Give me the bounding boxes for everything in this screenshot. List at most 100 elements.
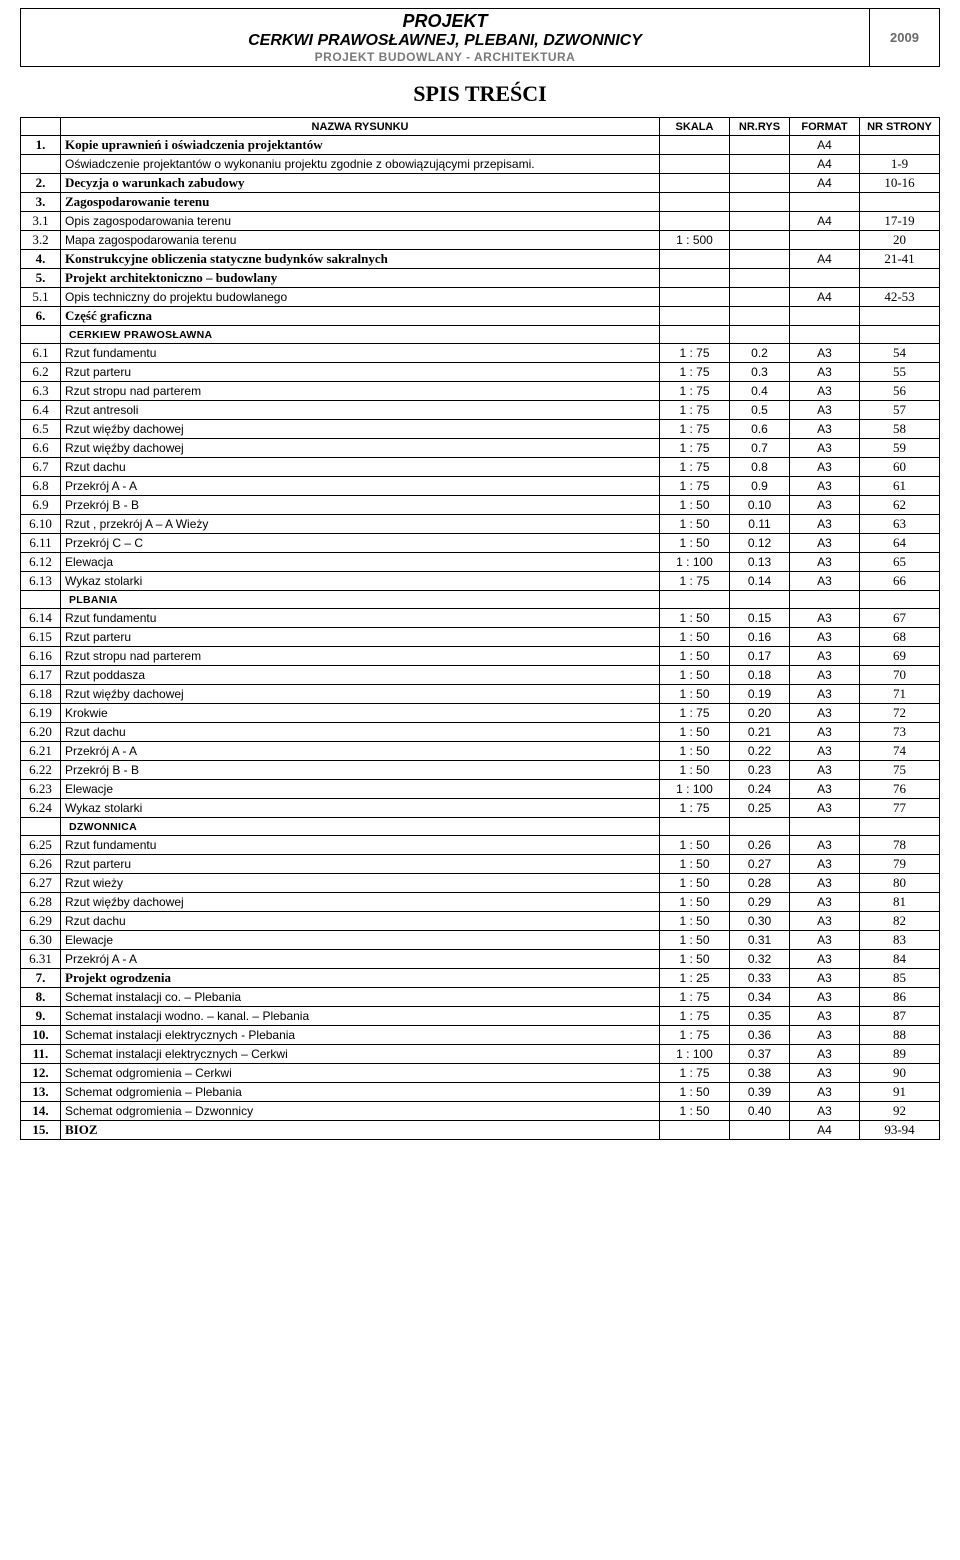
cell-skala: 1 : 75 [660, 477, 730, 496]
cell-format [790, 307, 860, 326]
cell-format: A3 [790, 628, 860, 647]
cell-rys [730, 212, 790, 231]
cell-format: A3 [790, 723, 860, 742]
cell-format: A3 [790, 666, 860, 685]
col-header-rys: NR.RYS [730, 118, 790, 136]
cell-strony: 87 [860, 1007, 940, 1026]
cell-num: 6.25 [21, 836, 61, 855]
cell-skala: 1 : 50 [660, 912, 730, 931]
cell-name: Rzut , przekrój A – A Wieży [61, 515, 660, 534]
cell-rys [730, 591, 790, 609]
cell-skala [660, 212, 730, 231]
cell-num: 6.31 [21, 950, 61, 969]
cell-name: Rzut fundamentu [61, 836, 660, 855]
cell-skala [660, 1121, 730, 1140]
table-row: 6.25Rzut fundamentu1 : 500.26A378 [21, 836, 940, 855]
table-row: 6.26Rzut parteru1 : 500.27A379 [21, 855, 940, 874]
cell-format: A3 [790, 496, 860, 515]
cell-format: A4 [790, 250, 860, 269]
cell-num: 6.21 [21, 742, 61, 761]
cell-skala: 1 : 50 [660, 609, 730, 628]
table-row: 6.30Elewacje1 : 500.31A383 [21, 931, 940, 950]
cell-num: 6.4 [21, 401, 61, 420]
cell-num: 6. [21, 307, 61, 326]
cell-rys: 0.13 [730, 553, 790, 572]
cell-rys: 0.19 [730, 685, 790, 704]
cell-format: A3 [790, 401, 860, 420]
header-subtitle: CERKWI PRAWOSŁAWNEJ, PLEBANI, DZWONNICY [25, 32, 865, 50]
cell-strony: 17-19 [860, 212, 940, 231]
cell-skala [660, 174, 730, 193]
cell-skala: 1 : 50 [660, 496, 730, 515]
cell-format: A4 [790, 1121, 860, 1140]
cell-name: Rzut antresoli [61, 401, 660, 420]
cell-strony: 79 [860, 855, 940, 874]
cell-format: A3 [790, 761, 860, 780]
cell-strony: 81 [860, 893, 940, 912]
cell-format: A4 [790, 155, 860, 174]
cell-skala: 1 : 100 [660, 553, 730, 572]
cell-name: Schemat odgromienia – Plebania [61, 1083, 660, 1102]
cell-skala: 1 : 50 [660, 628, 730, 647]
cell-skala: 1 : 75 [660, 344, 730, 363]
cell-format: A4 [790, 212, 860, 231]
table-row: 14.Schemat odgromienia – Dzwonnicy1 : 50… [21, 1102, 940, 1121]
cell-num: 15. [21, 1121, 61, 1140]
cell-rys [730, 326, 790, 344]
header-title: PROJEKT [25, 11, 865, 32]
cell-num: 6.12 [21, 553, 61, 572]
cell-name: Decyzja o warunkach zabudowy [61, 174, 660, 193]
cell-format: A3 [790, 931, 860, 950]
cell-format: A3 [790, 439, 860, 458]
cell-strony: 42-53 [860, 288, 940, 307]
cell-format: A3 [790, 572, 860, 591]
cell-skala: 1 : 75 [660, 704, 730, 723]
cell-num [21, 326, 61, 344]
table-row: 4.Konstrukcyjne obliczenia statyczne bud… [21, 250, 940, 269]
cell-name: Przekrój B - B [61, 761, 660, 780]
cell-name: Mapa zagospodarowania terenu [61, 231, 660, 250]
cell-rys: 0.25 [730, 799, 790, 818]
cell-rys [730, 1121, 790, 1140]
cell-skala: 1 : 75 [660, 439, 730, 458]
cell-rys: 0.34 [730, 988, 790, 1007]
cell-strony: 66 [860, 572, 940, 591]
cell-num [21, 818, 61, 836]
cell-format: A3 [790, 363, 860, 382]
table-row: 6.18Rzut więźby dachowej1 : 500.19A371 [21, 685, 940, 704]
cell-num: 6.5 [21, 420, 61, 439]
cell-num: 6.19 [21, 704, 61, 723]
cell-format [790, 193, 860, 212]
cell-rys: 0.4 [730, 382, 790, 401]
cell-strony: 75 [860, 761, 940, 780]
col-header-skala: SKALA [660, 118, 730, 136]
cell-rys [730, 288, 790, 307]
cell-strony [860, 307, 940, 326]
cell-skala: 1 : 50 [660, 685, 730, 704]
cell-skala [660, 136, 730, 155]
cell-num: 7. [21, 969, 61, 988]
cell-strony: 78 [860, 836, 940, 855]
cell-skala: 1 : 50 [660, 534, 730, 553]
cell-format: A3 [790, 893, 860, 912]
cell-skala: 1 : 50 [660, 647, 730, 666]
cell-num: 6.30 [21, 931, 61, 950]
cell-num: 1. [21, 136, 61, 155]
table-row: 6.7Rzut dachu1 : 750.8A360 [21, 458, 940, 477]
table-row: 8.Schemat instalacji co. – Plebania1 : 7… [21, 988, 940, 1007]
cell-rys: 0.8 [730, 458, 790, 477]
table-row: 6.Część graficzna [21, 307, 940, 326]
cell-num: 6.24 [21, 799, 61, 818]
cell-rys: 0.24 [730, 780, 790, 799]
cell-num: 6.20 [21, 723, 61, 742]
cell-format: A3 [790, 855, 860, 874]
cell-format: A3 [790, 382, 860, 401]
table-row: 6.29Rzut dachu1 : 500.30A382 [21, 912, 940, 931]
cell-name: Rzut stropu nad parterem [61, 647, 660, 666]
cell-name: Rzut więźby dachowej [61, 685, 660, 704]
cell-name: Rzut dachu [61, 458, 660, 477]
cell-name: Wykaz stolarki [61, 572, 660, 591]
cell-format: A3 [790, 836, 860, 855]
cell-rys: 0.35 [730, 1007, 790, 1026]
cell-name: Schemat odgromienia – Dzwonnicy [61, 1102, 660, 1121]
